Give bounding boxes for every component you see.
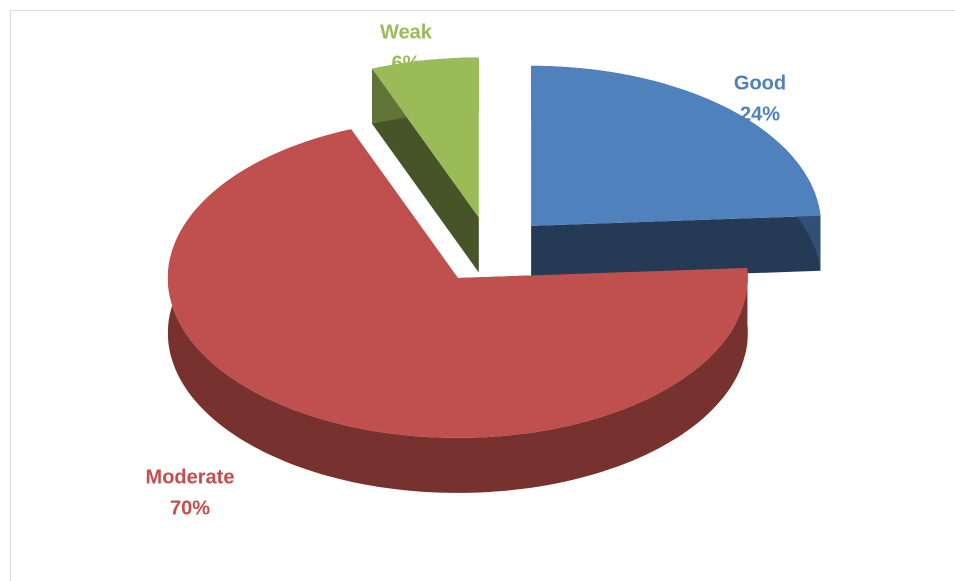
slice-top — [167, 129, 748, 438]
pie-slice — [531, 65, 821, 281]
slice-top — [372, 57, 479, 218]
pie-slice — [372, 57, 479, 273]
data-label-value: 6% — [392, 52, 421, 74]
pie-slice — [167, 129, 748, 493]
data-label-name: Weak — [380, 21, 433, 43]
slice-top — [531, 65, 821, 226]
data-label-name: Good — [734, 72, 786, 94]
data-label-value: 70% — [170, 497, 210, 519]
slice-radial-wall — [531, 215, 821, 281]
slice-radial-wall — [372, 68, 479, 273]
data-label-value: 24% — [740, 103, 780, 125]
chart-frame — [10, 10, 955, 581]
data-label-name: Moderate — [146, 466, 235, 488]
